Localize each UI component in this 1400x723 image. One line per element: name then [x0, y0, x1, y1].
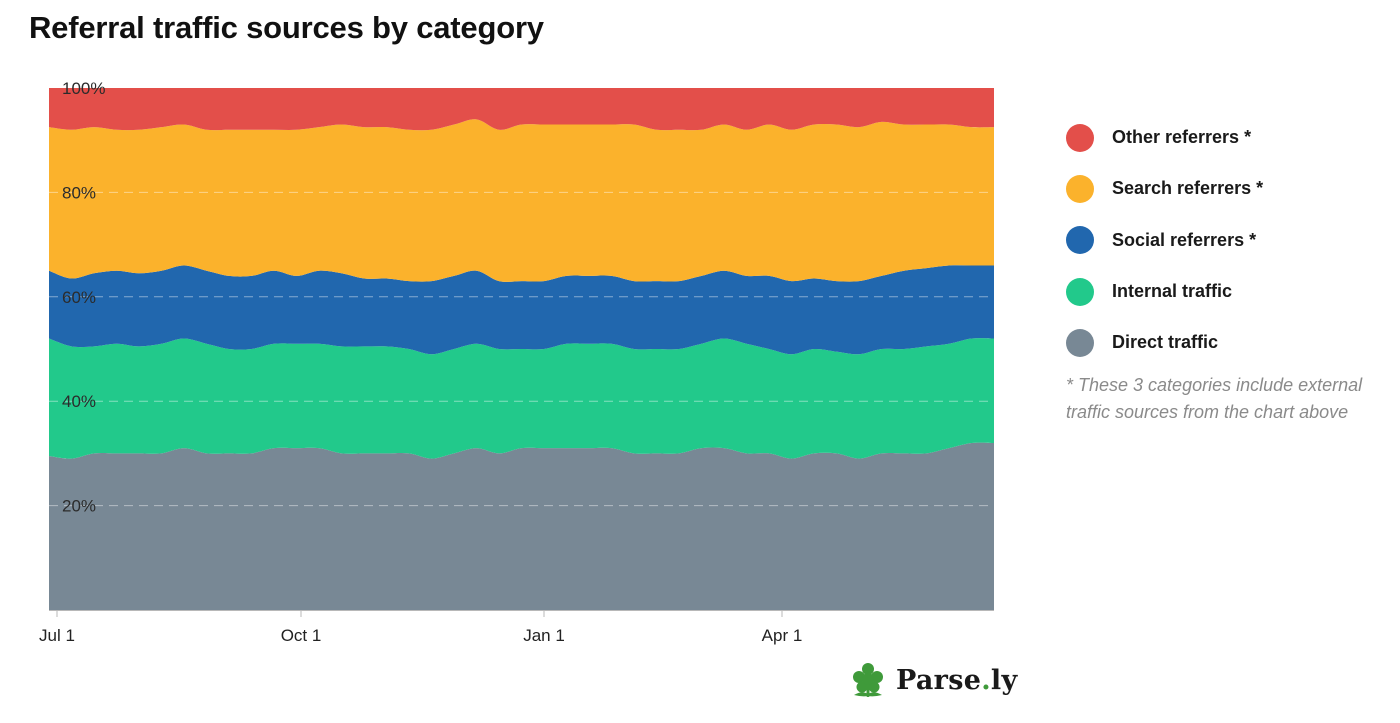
legend-label-other: Other referrers *	[1112, 127, 1252, 148]
x-tick-label: Jan 1	[523, 626, 565, 645]
legend-item-direct[interactable]: Direct traffic	[1066, 317, 1396, 368]
area-social-referrers	[49, 265, 994, 355]
area-layers	[49, 88, 994, 610]
brand-logo: Parse.ly	[848, 660, 1017, 700]
x-tick-label: Oct 1	[281, 626, 322, 645]
chart-title: Referral traffic sources by category	[29, 10, 544, 45]
y-tick-label: 60%	[62, 288, 96, 307]
footnote: * These 3 categories include external tr…	[1066, 375, 1363, 422]
legend-swatch-other	[1066, 123, 1094, 152]
legend-item-search[interactable]: Search referrers *	[1066, 163, 1396, 214]
y-tick-label: 40%	[62, 392, 96, 411]
area-direct-traffic	[49, 442, 994, 610]
legend-label-search: Search referrers *	[1112, 178, 1264, 199]
brand-name: Parse.ly	[896, 664, 1018, 696]
legend-swatch-direct	[1066, 328, 1094, 357]
x-tick-label: Jul 1	[39, 626, 75, 645]
y-tick-label: 80%	[62, 183, 96, 202]
y-axis-labels: 20% 40% 60% 80% 100%	[62, 79, 105, 516]
legend-swatch-social	[1066, 226, 1094, 255]
legend-item-other[interactable]: Other referrers *	[1066, 112, 1396, 163]
area-other-referrers	[49, 88, 994, 131]
x-tick-label: Apr 1	[762, 626, 803, 645]
gridlines	[49, 191, 994, 507]
legend-label-internal: Internal traffic	[1112, 281, 1233, 302]
legend-item-internal[interactable]: Internal traffic	[1066, 266, 1396, 317]
area-search-referrers	[49, 119, 994, 282]
legend-item-social[interactable]: Social referrers *	[1066, 215, 1396, 266]
y-tick-label: 100%	[62, 79, 105, 98]
x-axis: Jul 1 Oct 1 Jan 1 Apr 1	[39, 610, 994, 645]
legend-swatch-search	[1066, 174, 1094, 203]
legend-swatch-internal	[1066, 277, 1094, 306]
area-internal-traffic	[49, 338, 994, 459]
leaf-icon	[853, 663, 883, 697]
legend-label-direct: Direct traffic	[1112, 332, 1219, 353]
legend: Other referrers * Search referrers * Soc…	[1066, 112, 1396, 368]
y-tick-label: 20%	[62, 497, 96, 516]
legend-label-social: Social referrers *	[1112, 229, 1257, 250]
